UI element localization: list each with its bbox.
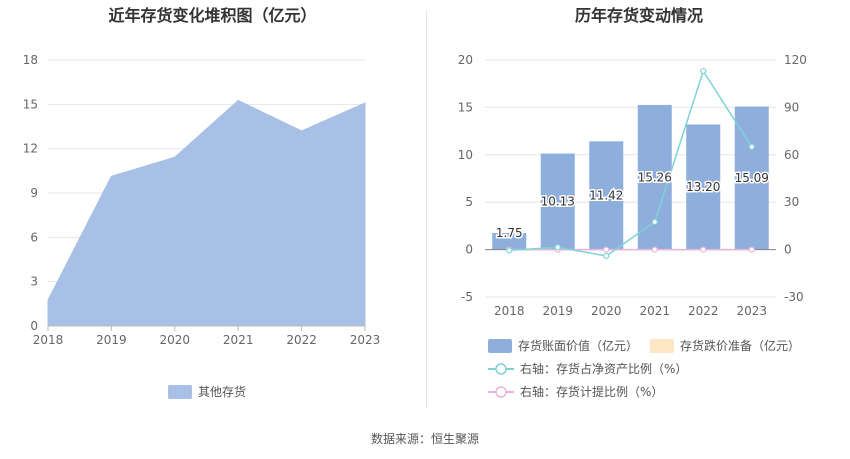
bar-data-label: 11.42 bbox=[589, 188, 623, 202]
y-left-tick-label: 15 bbox=[458, 100, 473, 114]
y-right-tick-label: 120 bbox=[784, 53, 807, 67]
y-left-tick-label: 5 bbox=[465, 195, 473, 209]
left-area-chart: 0 3 6 9 12 15 18 2018 2019 2020 2021 2022 2023 bbox=[23, 53, 381, 347]
x-tick-label: 2022 bbox=[286, 333, 317, 347]
y-right-tick-label: 90 bbox=[784, 100, 799, 114]
legend-label-impairment: 存货跌价准备（亿元） bbox=[680, 339, 801, 353]
x-tick-label: 2020 bbox=[160, 333, 191, 347]
data-source-note: 数据来源：恒生聚源 bbox=[370, 432, 479, 446]
legend-label-book-value: 存货账面价值（亿元） bbox=[518, 339, 639, 353]
y-tick-label: 15 bbox=[23, 97, 38, 111]
y-tick-label: 9 bbox=[30, 186, 38, 200]
legend-item-impairment[interactable]: 存货跌价准备（亿元） bbox=[650, 337, 800, 354]
x-tick-label: 2022 bbox=[688, 304, 719, 318]
right-chart-panel: 历年存货变动情况 -5 0 5 10 15 20 -30 0 30 60 90 120 1.75 10.1… bbox=[428, 0, 850, 410]
area-series-other-inventory bbox=[47, 99, 366, 327]
legend-item-net-asset-ratio[interactable]: 右轴：存货占净资产比例（%） bbox=[488, 360, 687, 377]
bar-data-label: 13.20 bbox=[686, 180, 720, 194]
bar-book-value bbox=[589, 141, 624, 250]
y-left-tick-label: 0 bbox=[465, 243, 473, 257]
left-legend-item[interactable]: 其他存货 bbox=[168, 383, 246, 400]
x-tick-label: 2023 bbox=[736, 304, 767, 318]
x-tick-label: 2021 bbox=[639, 304, 670, 318]
y-tick-label: 3 bbox=[30, 275, 38, 289]
line-point-net-asset-ratio bbox=[700, 67, 707, 75]
line-point-net-asset-ratio bbox=[651, 218, 658, 226]
bar-data-label: 15.26 bbox=[638, 170, 672, 184]
y-right-tick-label: 60 bbox=[784, 148, 799, 162]
y-left-tick-label: 10 bbox=[458, 148, 473, 162]
x-tick-label: 2019 bbox=[96, 333, 127, 347]
x-tick-label: 2018 bbox=[494, 304, 525, 318]
right-combo-chart: -5 0 5 10 15 20 -30 0 30 60 90 120 1.75 10.13 11.42 15.… bbox=[458, 53, 807, 318]
legend-swatch-impairment bbox=[650, 338, 674, 353]
x-tick-label: 2021 bbox=[223, 333, 254, 347]
line-point-net-asset-ratio bbox=[748, 143, 755, 150]
x-tick-label: 2023 bbox=[350, 333, 381, 347]
legend-label-provision-ratio: 右轴：存货计提比例（%） bbox=[520, 385, 664, 399]
y-tick-label: 18 bbox=[23, 53, 38, 67]
bar-book-value bbox=[492, 233, 527, 250]
line-point-provision-ratio bbox=[748, 246, 755, 253]
x-tick-label: 2019 bbox=[542, 304, 573, 318]
legend-swatch-net-asset-ratio bbox=[488, 362, 514, 375]
line-series-net-asset-ratio bbox=[509, 69, 753, 257]
legend-swatch-provision-ratio bbox=[488, 385, 514, 398]
legend-item-book-value[interactable]: 存货账面价值（亿元） bbox=[488, 337, 638, 354]
x-tick-label: 2020 bbox=[591, 304, 622, 318]
bar-data-label: 15.09 bbox=[735, 171, 769, 185]
right-chart-title: 历年存货变动情况 bbox=[574, 6, 703, 25]
line-point-net-asset-ratio bbox=[603, 252, 610, 260]
legend-swatch-other-inventory bbox=[168, 384, 192, 399]
legend-label-other-inventory: 其他存货 bbox=[198, 385, 247, 399]
bar-data-label: 1.75 bbox=[496, 226, 523, 240]
legend-label-net-asset-ratio: 右轴：存货占净资产比例（%） bbox=[520, 362, 688, 376]
y-right-tick-label: 0 bbox=[784, 243, 792, 257]
left-chart-title: 近年存货变化堆积图（亿元） bbox=[108, 6, 317, 25]
line-point-net-asset-ratio bbox=[554, 244, 561, 251]
line-point-provision-ratio bbox=[603, 246, 610, 253]
legend-swatch-book-value bbox=[488, 338, 512, 353]
bar-data-label: 10.13 bbox=[541, 195, 575, 209]
x-tick-label: 2018 bbox=[33, 333, 64, 347]
y-left-tick-label: 20 bbox=[458, 53, 473, 67]
line-point-provision-ratio bbox=[651, 246, 658, 253]
y-tick-label: 0 bbox=[30, 319, 38, 333]
bar-book-value bbox=[540, 153, 575, 250]
bar-book-value bbox=[686, 124, 721, 250]
y-left-tick-label: -5 bbox=[461, 290, 473, 304]
y-right-tick-label: -30 bbox=[784, 290, 804, 304]
line-point-net-asset-ratio bbox=[506, 247, 513, 254]
y-tick-label: 6 bbox=[30, 230, 38, 244]
left-chart-panel: 近年存货变化堆积图（亿元） 0 3 6 9 12 15 18 2018 2019 2020 2021… bbox=[0, 0, 425, 410]
bar-book-value bbox=[637, 104, 672, 250]
panel-divider bbox=[426, 10, 427, 408]
y-right-tick-label: 30 bbox=[784, 195, 799, 209]
line-point-provision-ratio bbox=[700, 246, 707, 253]
y-tick-label: 12 bbox=[23, 142, 38, 156]
legend-item-provision-ratio[interactable]: 右轴：存货计提比例（%） bbox=[488, 383, 663, 400]
